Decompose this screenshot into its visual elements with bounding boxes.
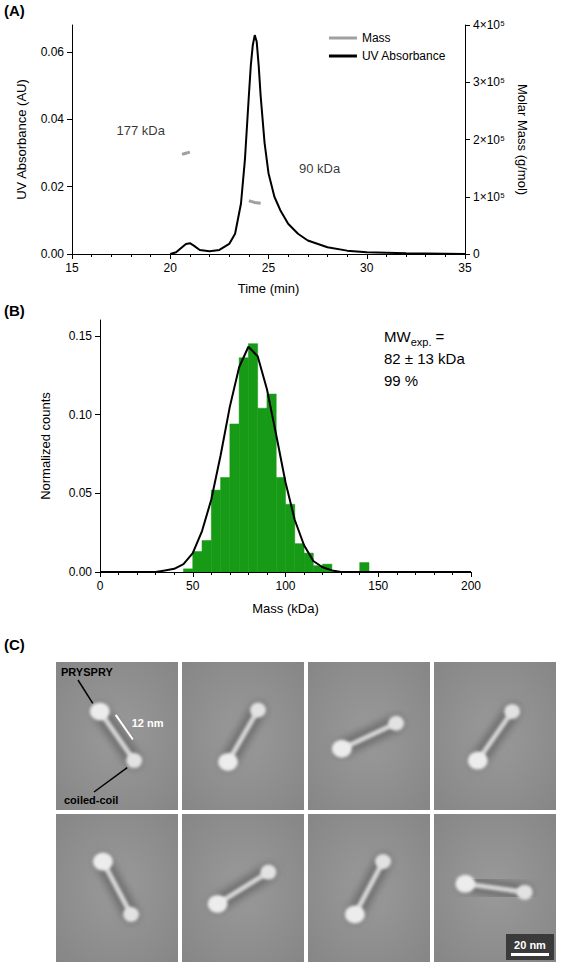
svg-text:exp.: exp. [411, 336, 432, 348]
svg-text:PRYSPRY: PRYSPRY [61, 666, 113, 678]
svg-text:20: 20 [164, 261, 178, 275]
svg-text:2×10⁵: 2×10⁵ [473, 133, 505, 147]
svg-text:82 ± 13 kDa: 82 ± 13 kDa [384, 350, 465, 367]
svg-text:MW: MW [384, 328, 411, 345]
svg-text:0.05: 0.05 [69, 486, 93, 500]
svg-text:0.00: 0.00 [69, 565, 93, 579]
svg-text:50: 50 [186, 579, 200, 593]
svg-text:0.00: 0.00 [41, 247, 65, 261]
svg-text:99 %: 99 % [384, 372, 418, 389]
svg-text:15: 15 [65, 261, 79, 275]
svg-text:3×10⁵: 3×10⁵ [473, 75, 505, 89]
svg-text:177 kDa: 177 kDa [117, 123, 166, 138]
svg-text:UV Absorbance: UV Absorbance [362, 49, 446, 63]
svg-text:25: 25 [262, 261, 276, 275]
svg-text:100: 100 [275, 579, 295, 593]
svg-text:Mass: Mass [362, 31, 391, 45]
svg-text:1×10⁵: 1×10⁵ [473, 190, 505, 204]
svg-text:=: = [431, 328, 444, 345]
html-text:(A): (A) [4, 2, 25, 19]
svg-text:0.10: 0.10 [69, 408, 93, 422]
svg-text:35: 35 [458, 261, 472, 275]
svg-text:4×10⁵: 4×10⁵ [473, 18, 505, 32]
svg-text:30: 30 [360, 261, 374, 275]
svg-text:200: 200 [461, 579, 481, 593]
svg-text:0.15: 0.15 [69, 329, 93, 343]
svg-text:Molar Mass (g/mol): Molar Mass (g/mol) [515, 84, 530, 195]
svg-text:0: 0 [473, 247, 480, 261]
svg-text:0: 0 [97, 579, 104, 593]
svg-text:0.06: 0.06 [41, 45, 65, 59]
svg-text:Mass (kDa): Mass (kDa) [252, 601, 318, 616]
svg-text:12 nm: 12 nm [132, 717, 164, 729]
html-text:(C): (C) [4, 636, 25, 653]
svg-text:150: 150 [368, 579, 388, 593]
svg-text:0.04: 0.04 [41, 112, 65, 126]
svg-text:coiled-coil: coiled-coil [64, 794, 118, 806]
svg-text:0.02: 0.02 [41, 180, 65, 194]
svg-text:Normalized counts: Normalized counts [38, 392, 53, 500]
svg-text:20 nm: 20 nm [514, 939, 546, 951]
svg-text:Time (min): Time (min) [238, 281, 300, 296]
html-text:(B): (B) [4, 302, 25, 319]
svg-text:UV Absorbance (AU): UV Absorbance (AU) [14, 79, 29, 200]
svg-text:90 kDa: 90 kDa [299, 161, 341, 176]
